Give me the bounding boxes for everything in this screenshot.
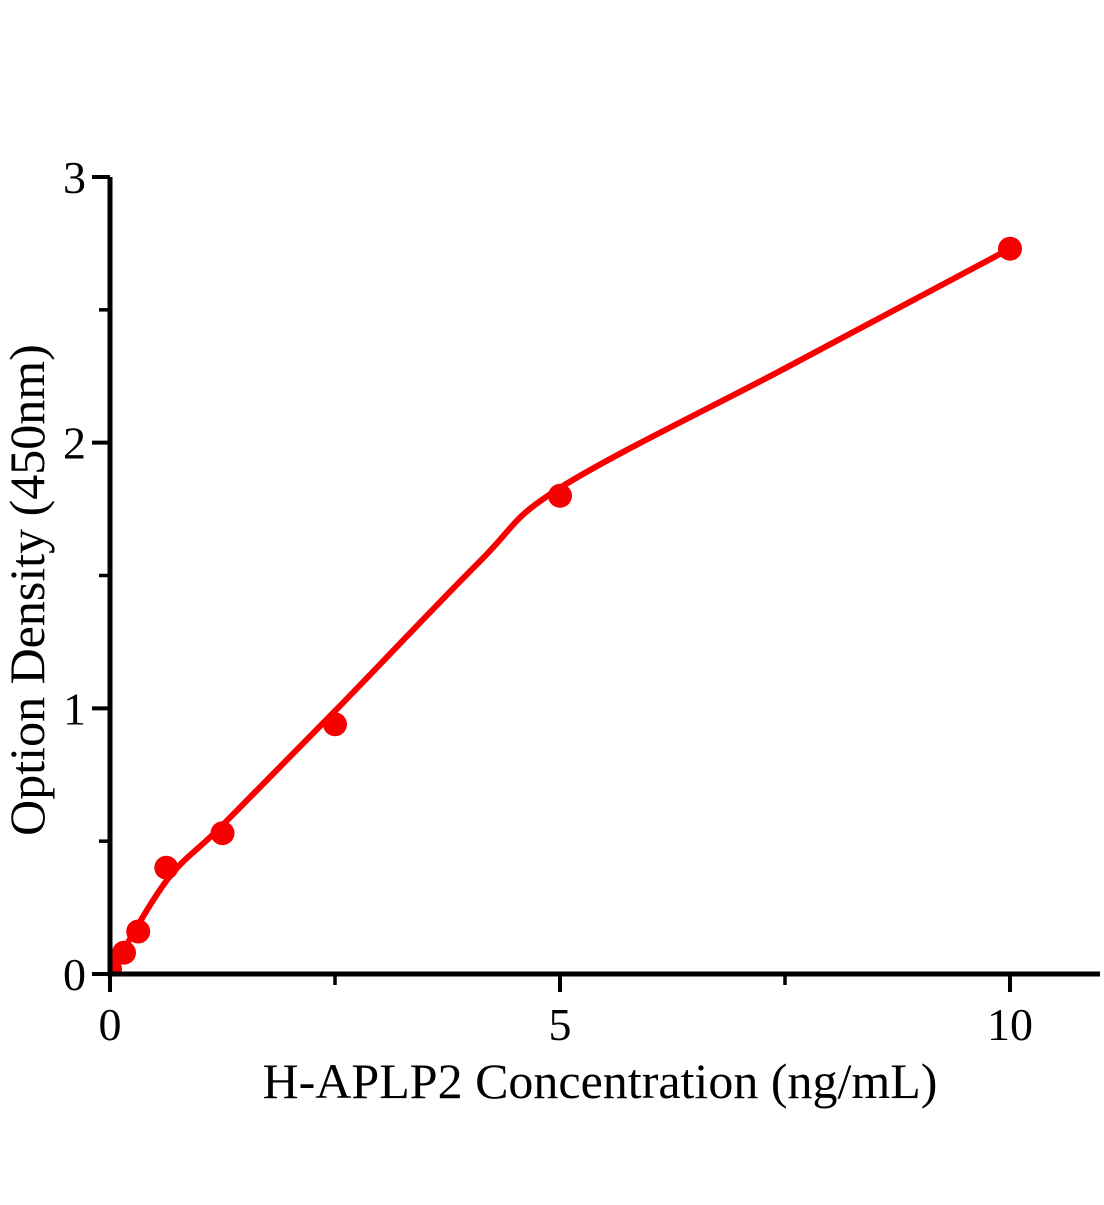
y-tick-label: 0 — [63, 949, 86, 1000]
data-point — [323, 712, 347, 737]
data-point — [548, 483, 572, 508]
plot-area — [112, 236, 1022, 972]
data-point — [126, 919, 151, 944]
data-point — [998, 236, 1022, 261]
data-point — [210, 821, 235, 846]
x-tick-label: 5 — [549, 999, 572, 1050]
y-tick-label: 3 — [63, 152, 86, 203]
y-axis-title: Option Density (450nm) — [0, 344, 55, 836]
ticks — [92, 175, 1012, 992]
x-axis-title: H-APLP2 Concentration (ng/mL) — [263, 1053, 938, 1109]
axes — [107, 177, 1100, 977]
x-tick-label: 10 — [987, 999, 1033, 1050]
data-point — [154, 855, 179, 880]
y-tick-label: 2 — [63, 418, 86, 469]
x-tick-label: 0 — [99, 999, 122, 1050]
data-point — [112, 956, 122, 972]
y-tick-label: 1 — [63, 683, 86, 734]
fit-curve-line — [112, 246, 1012, 972]
data-point — [112, 940, 136, 965]
